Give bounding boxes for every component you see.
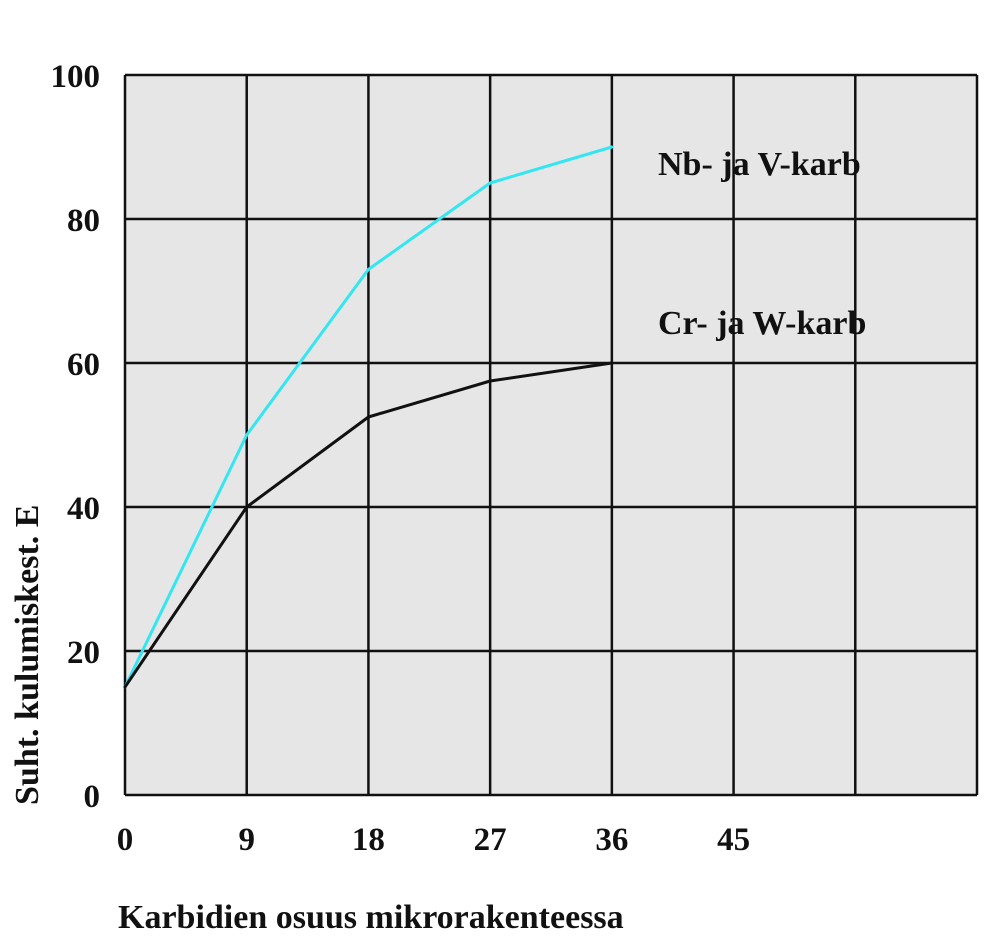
y-tick-label: 60: [67, 347, 100, 383]
y-axis-title: Suht. kulumiskest. E: [9, 505, 46, 805]
series-line-1: [123, 361, 614, 689]
series-label-nb-v: Nb- ja V-karb: [658, 146, 861, 183]
x-axis-title: Karbidien osuus mikrorakenteessa: [118, 899, 624, 936]
y-tick-label: 40: [67, 491, 100, 527]
x-tick-label: 27: [474, 822, 507, 858]
y-tick-label: 20: [67, 635, 100, 671]
y-tick-label: 0: [84, 779, 101, 815]
x-tick-label: 36: [595, 822, 628, 858]
x-tick-label: 0: [117, 822, 134, 858]
y-axis-ticks: 0 20 40 60 80 100: [51, 59, 101, 815]
x-tick-label: 45: [717, 822, 750, 858]
x-tick-label: 9: [238, 822, 255, 858]
x-tick-label: 18: [352, 822, 385, 858]
grid: [123, 73, 979, 797]
plot-background: [125, 75, 977, 795]
series-line-0: [123, 145, 614, 689]
y-tick-label: 100: [51, 59, 101, 95]
y-tick-label: 80: [67, 203, 100, 239]
series-lines: [123, 145, 614, 689]
x-axis-ticks: 0 9 18 27 36 45: [117, 822, 750, 858]
series-label-cr-w: Cr- ja W-karb: [658, 305, 866, 342]
